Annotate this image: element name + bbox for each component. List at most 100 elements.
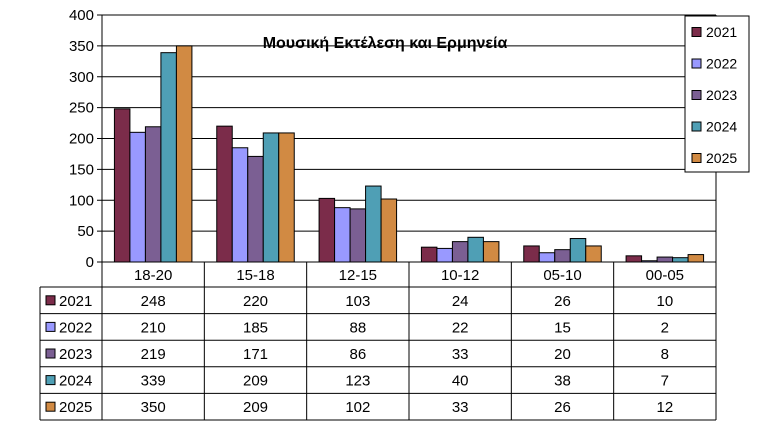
bar: [175, 45, 193, 263]
legend-swatch: [691, 90, 702, 100]
table-cell: 38: [554, 373, 571, 390]
table-cell: 350: [141, 399, 166, 416]
category-label: 00-05: [646, 267, 684, 284]
bar: [365, 185, 382, 263]
table-cell: 40: [452, 373, 469, 390]
table-cell: 2: [661, 319, 669, 336]
row-swatch: [45, 295, 56, 306]
category-label: 12-15: [339, 267, 377, 284]
table-cell: 248: [141, 293, 166, 310]
y-tick-label: 350: [69, 38, 94, 55]
table-cell: 7: [661, 373, 669, 390]
table-cell: 123: [345, 373, 370, 390]
legend-label: 2025: [706, 150, 737, 166]
bar: [625, 255, 643, 263]
table-cell: 88: [349, 319, 366, 336]
bar: [113, 108, 131, 263]
bar: [656, 256, 674, 263]
bar: [569, 238, 587, 263]
bar: [160, 52, 177, 263]
category-label: 15-18: [236, 267, 274, 284]
row-header: 2022: [59, 319, 92, 336]
table-cell: 26: [554, 399, 571, 416]
y-tick-label: 0: [86, 254, 94, 271]
row-header: 2025: [59, 399, 92, 416]
legend-label: 2024: [706, 119, 737, 135]
bar: [231, 147, 249, 263]
bar: [334, 207, 351, 263]
bar: [247, 155, 264, 263]
y-tick-label: 300: [69, 69, 94, 86]
row-header: 2024: [59, 373, 92, 390]
chart-title: Μουσική Εκτέλεση και Ερμηνεία: [263, 35, 508, 52]
table-cell: 102: [345, 399, 370, 416]
y-tick-label: 400: [69, 7, 94, 24]
table-cell: 210: [141, 319, 166, 336]
bar: [278, 132, 295, 263]
bar: [129, 131, 146, 263]
category-label: 05-10: [543, 267, 581, 284]
table-cell: 220: [243, 293, 268, 310]
legend-swatch: [691, 121, 702, 132]
row-header: 2021: [59, 293, 92, 310]
bar: [420, 246, 438, 263]
table-cell: 209: [243, 373, 268, 390]
legend-box: [684, 15, 750, 173]
bar: [687, 254, 705, 263]
y-tick-label: 250: [69, 100, 94, 117]
row-swatch: [45, 348, 56, 359]
bar: [554, 249, 571, 263]
table-cell: 8: [661, 346, 669, 363]
bar: [216, 125, 233, 263]
y-tick-label: 150: [69, 161, 94, 178]
legend-swatch: [691, 27, 702, 37]
y-tick-label: 100: [69, 192, 94, 209]
row-swatch: [45, 401, 56, 412]
row-swatch: [45, 321, 56, 332]
bar: [523, 245, 540, 263]
table-cell: 12: [656, 399, 673, 416]
category-label: 18-20: [134, 267, 172, 284]
legend-label: 2022: [706, 56, 737, 72]
bar: [538, 252, 556, 263]
legend: 2021 2022 2023 2024 2025: [684, 15, 750, 173]
row-swatch: [45, 375, 56, 386]
table-cell: 86: [349, 346, 366, 363]
table-cell: 20: [554, 346, 571, 363]
table-cell: 185: [243, 319, 268, 336]
table-cell: 209: [243, 399, 268, 416]
y-tick-label: 200: [69, 131, 94, 148]
table-cell: 33: [452, 346, 469, 363]
bars: [113, 45, 705, 263]
table-cell: 33: [452, 399, 469, 416]
axes: 0 50 100 150 200 250 300 350 400: [69, 7, 717, 271]
bar: [349, 208, 367, 263]
table-cell: 103: [345, 293, 370, 310]
bar: [482, 241, 500, 263]
legend-swatch: [691, 58, 702, 69]
row-header: 2023: [59, 346, 92, 363]
table-cell: 10: [656, 293, 673, 310]
bar: [380, 198, 398, 263]
legend-label: 2021: [706, 24, 737, 40]
bar: [144, 126, 162, 263]
table-cell: 339: [141, 373, 166, 390]
category-label: 10-12: [441, 267, 479, 284]
bar: [641, 260, 658, 263]
table-cell: 24: [452, 293, 469, 310]
table-cell: 15: [554, 319, 571, 336]
bar: [467, 236, 484, 263]
bar: [451, 241, 469, 263]
table-cell: 171: [243, 346, 268, 363]
legend-swatch: [691, 153, 702, 163]
bar: [585, 245, 602, 263]
legend-label: 2023: [706, 87, 737, 103]
gridlines: [102, 14, 716, 263]
table-cell: 22: [452, 319, 469, 336]
table-cell: 219: [141, 346, 166, 363]
bar: [262, 132, 280, 263]
y-tick-label: 50: [77, 223, 94, 240]
table-cell: 26: [554, 293, 571, 310]
